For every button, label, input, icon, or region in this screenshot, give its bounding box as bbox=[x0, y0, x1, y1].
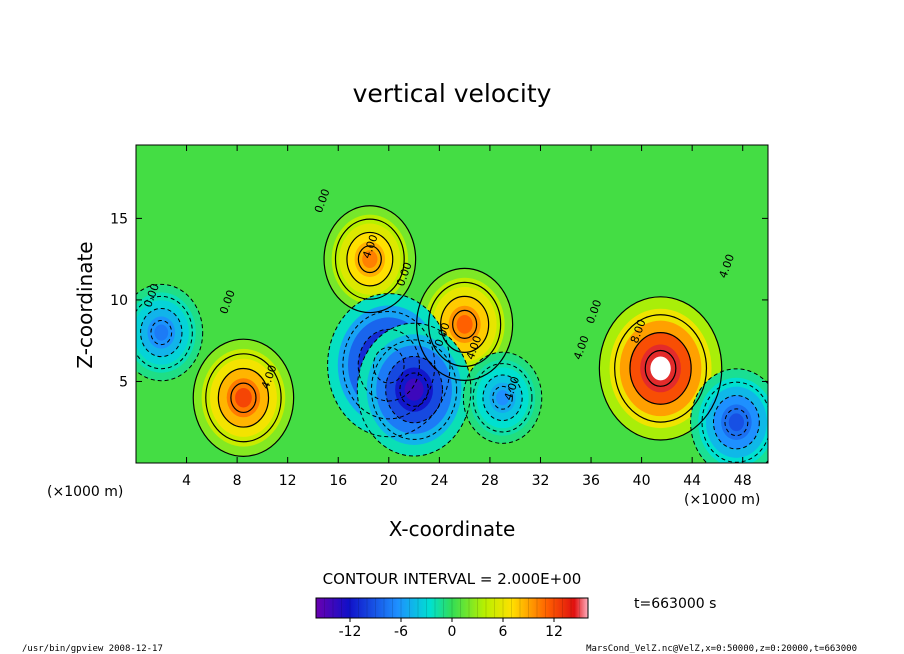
colorbar-tick-label: 6 bbox=[499, 624, 508, 640]
y-tick-label: 5 bbox=[119, 374, 128, 390]
x-tick-label: 28 bbox=[481, 473, 499, 489]
chart-title: vertical velocity bbox=[353, 79, 552, 108]
contour-5-2 bbox=[385, 355, 443, 424]
contour-7-3 bbox=[136, 295, 193, 370]
plot-area bbox=[136, 145, 768, 463]
contour-5-1 bbox=[399, 372, 429, 407]
y-axis-label: Z-coordinate bbox=[73, 241, 97, 368]
contour-6-4 bbox=[690, 368, 768, 463]
x-tick-label: 8 bbox=[233, 473, 242, 489]
contour-3-1 bbox=[357, 245, 382, 274]
x-tick-label: 4 bbox=[182, 473, 191, 489]
x-tick-label: 20 bbox=[380, 473, 398, 489]
x-tick-label: 48 bbox=[734, 473, 752, 489]
colorbar-tick-label: 0 bbox=[448, 624, 457, 640]
field-level-3-5 bbox=[362, 250, 378, 269]
field-level-1-5 bbox=[650, 356, 671, 381]
contour-interval-text: CONTOUR INTERVAL = 2.000E+00 bbox=[323, 570, 582, 588]
contour-4-4 bbox=[327, 293, 451, 438]
x-tick-label: 16 bbox=[329, 473, 347, 489]
contour-4-2 bbox=[357, 328, 420, 402]
colorbar-ticks: -12 -6 0 6 12 bbox=[315, 597, 589, 640]
y-axis: 5 10 15 bbox=[110, 211, 768, 390]
x-tick-label: 44 bbox=[683, 473, 701, 489]
x-unit-left: (×1000 m) bbox=[47, 484, 123, 500]
field-level-6-5 bbox=[728, 413, 745, 432]
contour-8-2 bbox=[482, 374, 523, 422]
contour-0-2 bbox=[217, 367, 270, 428]
field-level-8-5 bbox=[496, 390, 510, 406]
x-tick-label: 40 bbox=[633, 473, 651, 489]
contour-8-4 bbox=[462, 351, 543, 444]
contour-1-3 bbox=[614, 314, 708, 423]
contour-8-1 bbox=[492, 385, 513, 410]
contour-0-4 bbox=[192, 338, 295, 457]
contour-5-4 bbox=[356, 322, 472, 457]
colorbar-tick-label: -12 bbox=[339, 624, 362, 640]
x-axis-label: X-coordinate bbox=[389, 517, 516, 541]
time-text: t=663000 s bbox=[634, 596, 716, 612]
field-level-2-5 bbox=[456, 315, 473, 334]
field-level-0-5 bbox=[235, 388, 252, 408]
contour-7-2 bbox=[140, 307, 183, 358]
contour-8-3 bbox=[472, 363, 533, 433]
contour-6-3 bbox=[701, 381, 768, 463]
contour-3-2 bbox=[346, 231, 394, 287]
contour-2-2 bbox=[440, 295, 490, 353]
contour-4-1 bbox=[373, 346, 405, 384]
footer-right: MarsCond_VelZ.nc@VelZ,x=0:50000,z=0:2000… bbox=[586, 644, 857, 654]
contour-1-4 bbox=[598, 296, 723, 441]
plot-frame bbox=[135, 144, 769, 464]
contour-6-2 bbox=[713, 395, 760, 450]
contour-0-3 bbox=[205, 353, 282, 443]
colorbar-tick-label: 12 bbox=[545, 624, 563, 640]
y-tick-label: 15 bbox=[110, 211, 128, 227]
footer-left: /usr/bin/gpview 2008-12-17 bbox=[22, 644, 163, 654]
field-level-7-5 bbox=[154, 324, 169, 341]
contour-2-1 bbox=[452, 309, 478, 339]
x-tick-label: 36 bbox=[582, 473, 600, 489]
x-axis: 4 8 12 16 20 24 28 32 36 40 44 48 bbox=[182, 145, 752, 489]
y-tick-label: 10 bbox=[110, 293, 128, 309]
x-unit-right: (×1000 m) bbox=[684, 492, 760, 508]
contour-4-3 bbox=[342, 310, 436, 420]
contour-1-1 bbox=[644, 349, 677, 387]
contour-3-3 bbox=[334, 218, 405, 300]
x-tick-label: 24 bbox=[430, 473, 448, 489]
x-tick-label: 32 bbox=[532, 473, 550, 489]
colorbar bbox=[316, 598, 588, 618]
contour-0-1 bbox=[230, 382, 257, 414]
contour-1-2 bbox=[629, 332, 692, 405]
contour-7-1 bbox=[150, 319, 173, 346]
contour-2-3 bbox=[428, 281, 502, 367]
x-tick-label: 12 bbox=[279, 473, 297, 489]
contour-3-4 bbox=[323, 205, 417, 314]
contour-6-1 bbox=[724, 408, 749, 437]
field-level-5-5 bbox=[404, 378, 424, 401]
contour-2-4 bbox=[416, 267, 514, 381]
contour-7-4 bbox=[136, 283, 204, 382]
contour-5-3 bbox=[370, 339, 458, 440]
colorbar-tick-label: -6 bbox=[394, 624, 408, 640]
